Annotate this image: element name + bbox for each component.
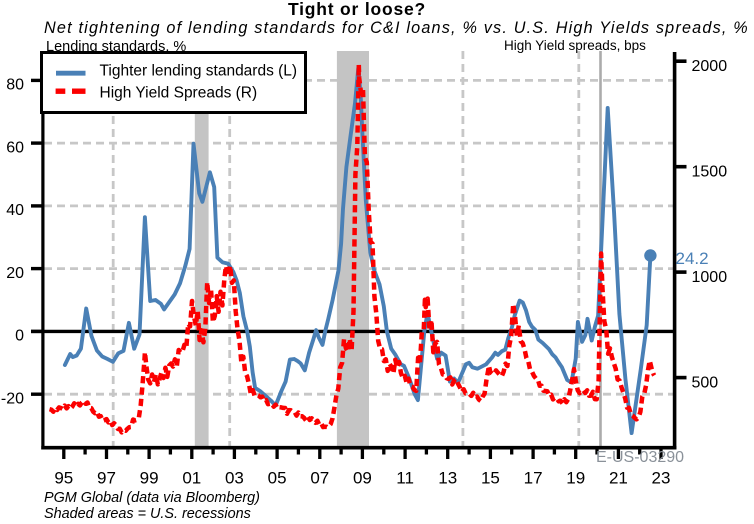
svg-text:07: 07 — [310, 469, 329, 488]
svg-text:0: 0 — [15, 328, 24, 345]
svg-text:23: 23 — [652, 469, 671, 488]
svg-text:80: 80 — [6, 77, 24, 94]
svg-text:E-US-03290: E-US-03290 — [596, 449, 684, 466]
svg-text:1500: 1500 — [692, 164, 728, 181]
svg-text:High Yield spreads, bps: High Yield spreads, bps — [504, 38, 646, 53]
svg-text:Shaded areas = U.S. recessions: Shaded areas = U.S. recessions — [44, 506, 251, 522]
svg-text:97: 97 — [97, 469, 116, 488]
svg-text:High Yield Spreads (R): High Yield Spreads (R) — [100, 85, 258, 102]
svg-text:09: 09 — [353, 469, 372, 488]
svg-text:99: 99 — [140, 469, 159, 488]
svg-text:05: 05 — [268, 469, 287, 488]
svg-text:15: 15 — [481, 469, 500, 488]
svg-text:24.2: 24.2 — [676, 249, 709, 268]
svg-text:Tighter lending standards (L): Tighter lending standards (L) — [100, 63, 298, 80]
svg-text:01: 01 — [182, 469, 201, 488]
svg-text:21: 21 — [609, 469, 628, 488]
svg-text:2000: 2000 — [692, 58, 728, 75]
svg-text:40: 40 — [6, 202, 24, 219]
svg-text:19: 19 — [566, 469, 585, 488]
svg-text:Lending standards, %: Lending standards, % — [46, 39, 186, 55]
svg-text:PGM Global (data via Bloomberg: PGM Global (data via Bloomberg) — [44, 490, 260, 506]
svg-text:Tight or loose?: Tight or loose? — [288, 0, 426, 19]
svg-text:03: 03 — [225, 469, 244, 488]
svg-text:Net tightening of lending stan: Net tightening of lending standards for … — [44, 19, 749, 37]
svg-text:-20: -20 — [1, 391, 24, 408]
svg-text:17: 17 — [524, 469, 543, 488]
svg-text:500: 500 — [692, 374, 719, 391]
svg-text:95: 95 — [54, 469, 73, 488]
svg-text:13: 13 — [438, 469, 457, 488]
svg-text:1000: 1000 — [692, 269, 728, 286]
svg-text:20: 20 — [6, 265, 24, 282]
svg-text:60: 60 — [6, 139, 24, 156]
svg-text:11: 11 — [396, 469, 414, 488]
